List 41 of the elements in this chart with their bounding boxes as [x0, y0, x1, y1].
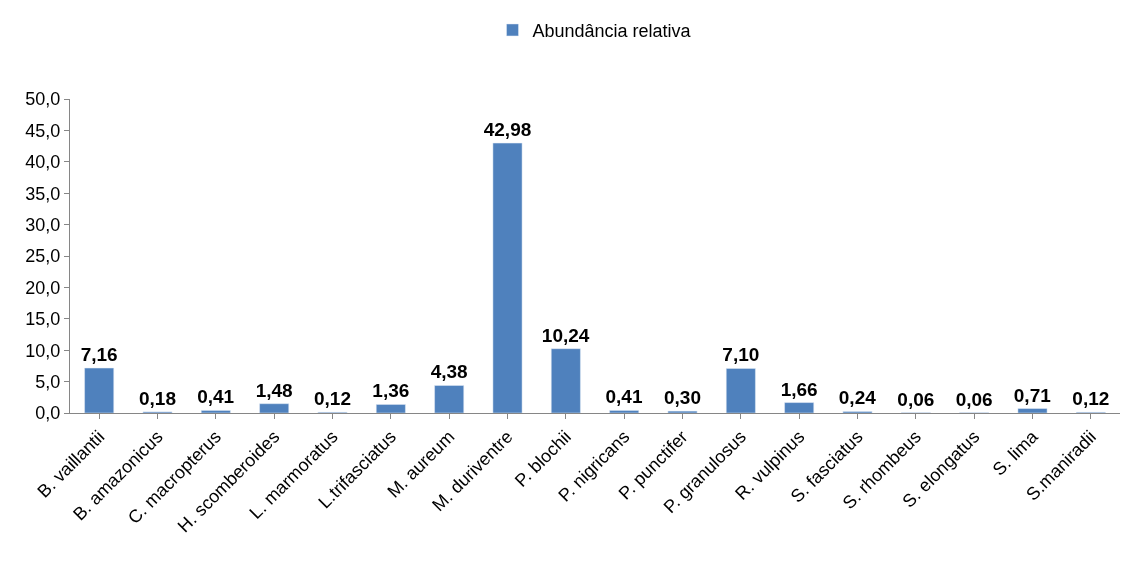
bar: [84, 367, 114, 413]
data-label: 10,24: [541, 324, 590, 346]
data-label: 0,41: [197, 386, 235, 408]
bar: [726, 368, 756, 413]
data-label: 42,98: [483, 119, 532, 141]
bar: [492, 142, 523, 413]
y-tick-label: 40,0: [25, 152, 61, 173]
y-tick-label: 5,0: [35, 371, 61, 392]
y-tick-label: 45,0: [25, 120, 61, 141]
bar: [201, 410, 231, 413]
data-label: 0,12: [314, 388, 351, 410]
bar: [259, 403, 289, 413]
data-label: 1,36: [372, 380, 410, 402]
bar: [434, 385, 464, 413]
data-label: 1,66: [780, 378, 818, 400]
data-label: 0,71: [1013, 384, 1052, 406]
data-label: 1,48: [255, 379, 293, 401]
data-label: 0,06: [897, 388, 935, 410]
y-tick-label: 25,0: [25, 246, 61, 267]
y-tick-label: 30,0: [25, 214, 61, 235]
data-label: 0,24: [838, 387, 877, 409]
bar: [376, 404, 406, 413]
y-tick-label: 20,0: [25, 277, 61, 298]
bar: [1017, 408, 1048, 413]
bar: [609, 410, 639, 413]
legend-label: Abundância relativa: [532, 20, 692, 41]
y-tick-label: 10,0: [25, 340, 61, 361]
data-label: 7,16: [80, 344, 118, 366]
data-label: 4,38: [430, 361, 468, 383]
data-label: 0,06: [955, 388, 993, 410]
bar: [551, 348, 581, 413]
data-label: 0,18: [139, 387, 176, 409]
y-tick-label: 15,0: [25, 309, 61, 330]
y-tick-label: 35,0: [25, 183, 61, 204]
data-label: 7,10: [722, 344, 760, 366]
data-label: 0,41: [605, 386, 643, 408]
bar: [784, 402, 814, 413]
data-label: 0,30: [664, 387, 701, 409]
y-tick-label: 50,0: [25, 89, 61, 110]
data-label: 0,12: [1072, 388, 1110, 410]
y-tick-label: 0,0: [35, 403, 61, 424]
